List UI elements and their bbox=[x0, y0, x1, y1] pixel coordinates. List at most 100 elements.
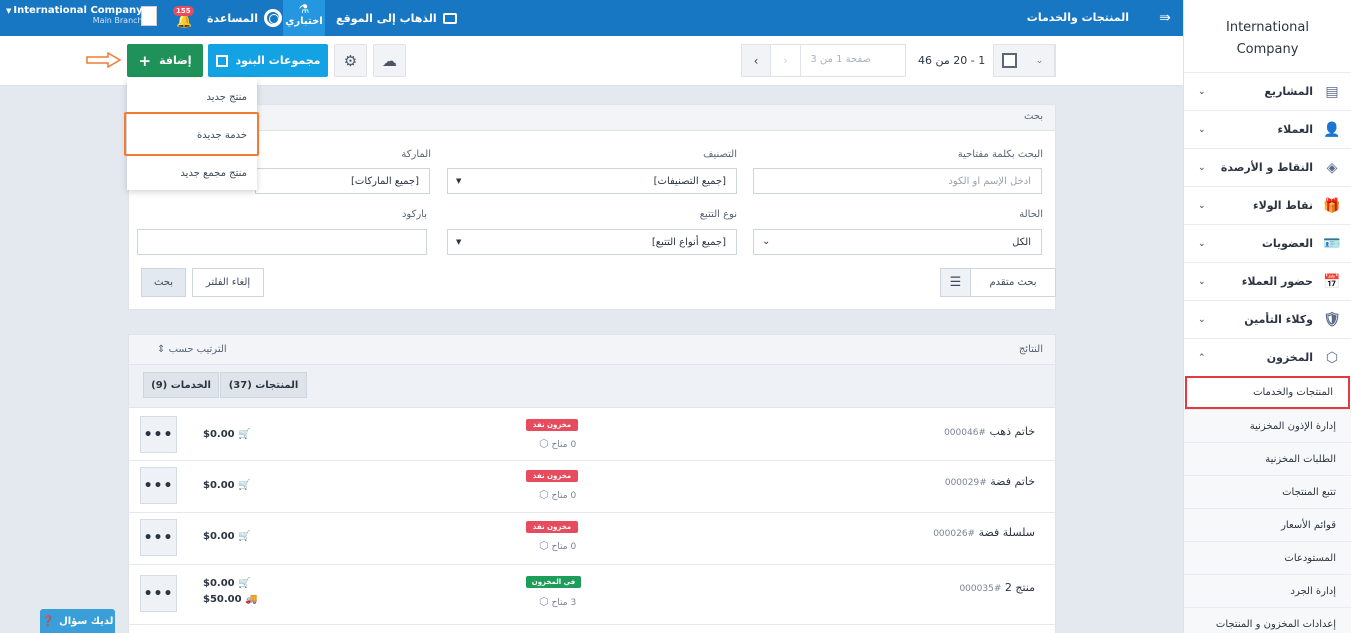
bell-icon: 🔔 bbox=[176, 14, 193, 29]
help-chat-button[interactable]: لديك سؤال ❓ bbox=[40, 609, 115, 633]
clipboard-icon: ▤ bbox=[1325, 83, 1339, 100]
keyword-label: البحث بكلمة مفتاحية bbox=[957, 149, 1043, 160]
page-placeholder: صفحة 1 من 3 bbox=[810, 54, 871, 65]
brand-line-1: International bbox=[1226, 20, 1309, 35]
sidebar-sub-inventory-settings[interactable]: إعدادات المخزون و المنتجات bbox=[1184, 607, 1351, 633]
page-input[interactable]: ‹ صفحة 1 من 3 bbox=[771, 44, 906, 77]
table-row[interactable]: منتج 2 #000035 في المخزون 3 متاح ⬡ $0.00… bbox=[129, 565, 1055, 625]
chevron-down-icon: ⌄ bbox=[1198, 124, 1206, 135]
boxes-icon: ⬡ bbox=[539, 595, 549, 608]
cloud-upload-icon: ☁ bbox=[382, 51, 397, 70]
chevron-down-icon: ⌄ bbox=[1198, 238, 1206, 249]
sidebar-sub-products-services[interactable]: المنتجات والخدمات bbox=[1185, 376, 1350, 409]
row-actions-button[interactable]: ••• bbox=[140, 416, 177, 453]
sidebar-sub-price-lists[interactable]: قوائم الأسعار bbox=[1184, 508, 1351, 541]
clear-filter-button[interactable]: إلغاء الفلتر bbox=[192, 268, 264, 297]
sliders-icon: ☰ bbox=[941, 269, 971, 296]
sidebar: International Company ▤ المشاريع ⌄ 👤 العملا… bbox=[1183, 0, 1351, 633]
item-groups-button[interactable]: مجموعات البنود bbox=[208, 44, 328, 77]
add-button[interactable]: إضافة + bbox=[127, 44, 203, 77]
page-title: المنتجات والخدمات bbox=[1026, 11, 1129, 24]
chevron-down-icon: ⌄ bbox=[1198, 200, 1206, 211]
notifications-button[interactable]: 🔔 155 bbox=[172, 6, 194, 30]
advanced-search-button[interactable]: بحث متقدم ☰ bbox=[940, 268, 1056, 297]
company-name: International Company bbox=[13, 5, 143, 16]
price: $0.00 🛒 bbox=[203, 531, 251, 542]
status-badge: مخزون نفذ bbox=[526, 419, 578, 431]
sidebar-item-loyalty[interactable]: 🎁 نقاط الولاء ⌄ bbox=[1184, 186, 1351, 224]
caret-down-icon: ▼ bbox=[456, 238, 462, 246]
table-row[interactable]: خاتم فضة #000029 مخزون نفذ 0 متاح ⬡ $0.0… bbox=[129, 461, 1055, 513]
status-select[interactable]: الكل ⌄ bbox=[753, 229, 1042, 255]
table-row[interactable]: سلسلة فضة #000026 مخزون نفذ 0 متاح ⬡ $0.… bbox=[129, 513, 1055, 565]
tab-products[interactable]: المنتجات (37) bbox=[220, 372, 307, 398]
sidebar-item-label: المشاريع bbox=[1264, 85, 1313, 98]
tracking-label: نوع التتبع bbox=[699, 209, 737, 220]
item-name: منتج 2 #000035 bbox=[959, 581, 1035, 594]
sidebar-sub-stock-requests[interactable]: الطلبات المخزنية bbox=[1184, 442, 1351, 475]
chevron-down-icon[interactable]: ⌄ bbox=[1025, 45, 1055, 76]
next-page-button[interactable]: › bbox=[741, 44, 771, 77]
menu-item-new-product[interactable]: منتج جديد bbox=[206, 91, 248, 103]
status-value: الكل bbox=[1012, 236, 1031, 248]
pointer-arrow-icon bbox=[86, 52, 122, 68]
results-panel: النتائج الترتيب حسب ⇕ المنتجات (37) الخد… bbox=[128, 334, 1056, 633]
sidebar-item-label: العملاء bbox=[1277, 123, 1313, 136]
sidebar-item-attendance[interactable]: 📅 حضور العملاء ⌄ bbox=[1184, 262, 1351, 300]
settings-button[interactable]: ⚙ bbox=[334, 44, 367, 77]
sidebar-item-label: وكلاء التأمين bbox=[1244, 313, 1313, 326]
sidebar-item-memberships[interactable]: 🪪 العضويات ⌄ bbox=[1184, 224, 1351, 262]
search-button[interactable]: بحث bbox=[141, 268, 186, 297]
item-groups-label: مجموعات البنود bbox=[235, 54, 321, 67]
add-label: إضافة bbox=[159, 54, 192, 67]
test-mode-button[interactable]: ⚗ اختباري bbox=[283, 0, 325, 36]
help-link[interactable]: المساعدة bbox=[207, 0, 282, 36]
prev-page-button[interactable]: ‹ bbox=[771, 45, 801, 76]
keyword-input[interactable]: ادخل الإسم او الكود bbox=[753, 168, 1042, 194]
chevron-down-icon: ⌄ bbox=[762, 236, 771, 247]
upload-button[interactable]: ☁ bbox=[373, 44, 406, 77]
availability: 3 متاح ⬡ bbox=[539, 595, 577, 608]
sidebar-sub-warehouses[interactable]: المستودعات bbox=[1184, 541, 1351, 574]
row-actions-button[interactable]: ••• bbox=[140, 467, 177, 504]
sidebar-sub-product-tracking[interactable]: تتبع المنتجات bbox=[1184, 475, 1351, 508]
sidebar-sub-stocktaking[interactable]: إدارة الجرد bbox=[1184, 574, 1351, 607]
question-icon: ❓ bbox=[41, 615, 55, 627]
category-select[interactable]: [جميع التصنيفات] ▼ bbox=[447, 168, 737, 194]
gift-icon: 🎁 bbox=[1323, 197, 1341, 214]
boxes-icon: ⬡ bbox=[539, 437, 549, 450]
brand-select[interactable]: [جميع الماركات] bbox=[255, 168, 430, 194]
sidebar-item-inventory[interactable]: ⬡ المخزون ⌃ bbox=[1184, 338, 1351, 376]
menu-toggle-icon[interactable]: ⇛ bbox=[1159, 10, 1171, 26]
company-switcher[interactable]: ▼ International Company Main Branch bbox=[6, 5, 143, 25]
menu-item-new-bundle[interactable]: منتج مجمع جديد bbox=[180, 167, 247, 179]
chevron-down-icon: ⌄ bbox=[1198, 314, 1206, 325]
caret-down-icon: ▼ bbox=[6, 7, 12, 15]
bulk-select[interactable]: ⌄ bbox=[993, 44, 1056, 77]
sidebar-item-projects[interactable]: ▤ المشاريع ⌄ bbox=[1184, 72, 1351, 110]
category-label: التصنيف bbox=[703, 149, 737, 160]
tracking-select[interactable]: [جميع أنواع التتبع] ▼ bbox=[447, 229, 737, 255]
gear-icon: ⚙ bbox=[343, 51, 358, 70]
barcode-input[interactable] bbox=[137, 229, 427, 255]
row-actions-button[interactable]: ••• bbox=[140, 519, 177, 556]
chevron-down-icon: ⌄ bbox=[1198, 86, 1206, 97]
help-chat-label: لديك سؤال bbox=[59, 615, 114, 627]
sidebar-item-insurance[interactable]: 🛡 وكلاء التأمين ⌄ bbox=[1184, 300, 1351, 338]
availability: 0 متاح ⬡ bbox=[539, 437, 577, 450]
tab-services[interactable]: الخدمات (9) bbox=[143, 372, 219, 398]
menu-item-new-service[interactable]: خدمة جديدة bbox=[196, 129, 247, 141]
sidebar-item-label: حضور العملاء bbox=[1241, 275, 1313, 288]
plus-icon: + bbox=[138, 51, 152, 70]
sidebar-sub-stock-permits[interactable]: إدارة الإذون المخزنية bbox=[1184, 409, 1351, 442]
sidebar-item-points[interactable]: ◈ النقاط و الأرصدة ⌄ bbox=[1184, 148, 1351, 186]
sort-by-button[interactable]: الترتيب حسب ⇕ bbox=[157, 344, 227, 355]
go-to-site-link[interactable]: الذهاب إلى الموقع bbox=[336, 0, 457, 36]
select-all-checkbox[interactable] bbox=[994, 45, 1025, 76]
company-logo bbox=[141, 6, 157, 26]
table-row[interactable]: خاتم ذهب #000046 مخزون نفذ 0 متاح ⬡ $0.0… bbox=[129, 409, 1055, 461]
brand-value: [جميع الماركات] bbox=[351, 175, 419, 187]
row-actions-button[interactable]: ••• bbox=[140, 575, 177, 612]
sidebar-item-clients[interactable]: 👤 العملاء ⌄ bbox=[1184, 110, 1351, 148]
status-badge: مخزون نفذ bbox=[526, 470, 578, 482]
